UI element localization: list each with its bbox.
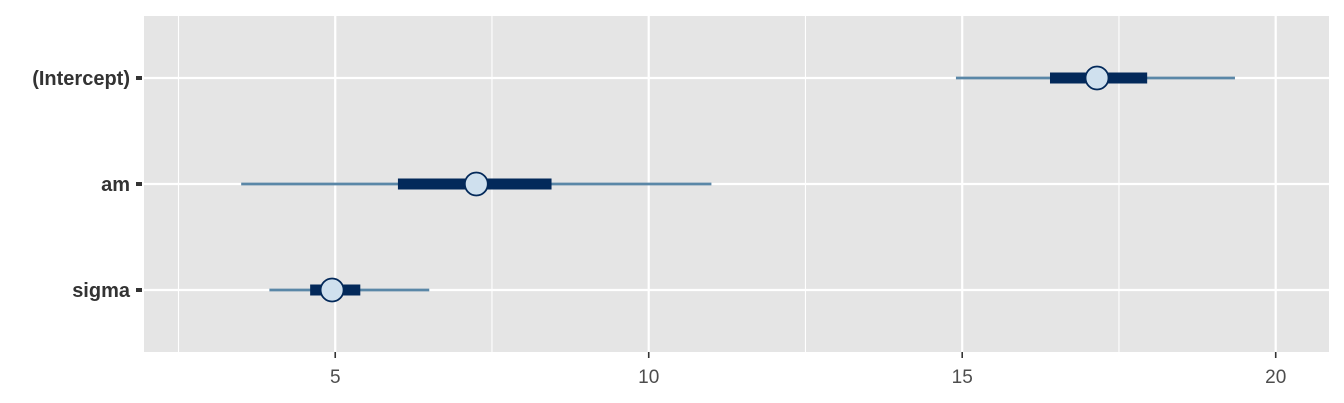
median-point	[1084, 65, 1110, 91]
y-tick-label: sigma	[72, 280, 131, 302]
median-point	[319, 277, 345, 303]
x-tick-label: 20	[1265, 367, 1286, 388]
interval-marks	[241, 65, 1235, 303]
y-tick-label: am	[101, 174, 130, 196]
x-tick-label: 10	[638, 367, 659, 388]
x-tick-label: 5	[330, 367, 341, 388]
y-tick-label: (Intercept)	[32, 68, 130, 90]
x-tick-label: 15	[952, 367, 973, 388]
x-axis: 5 10 15 20	[330, 352, 1286, 388]
y-axis: (Intercept) am sigma	[32, 68, 142, 302]
median-point	[463, 171, 489, 197]
